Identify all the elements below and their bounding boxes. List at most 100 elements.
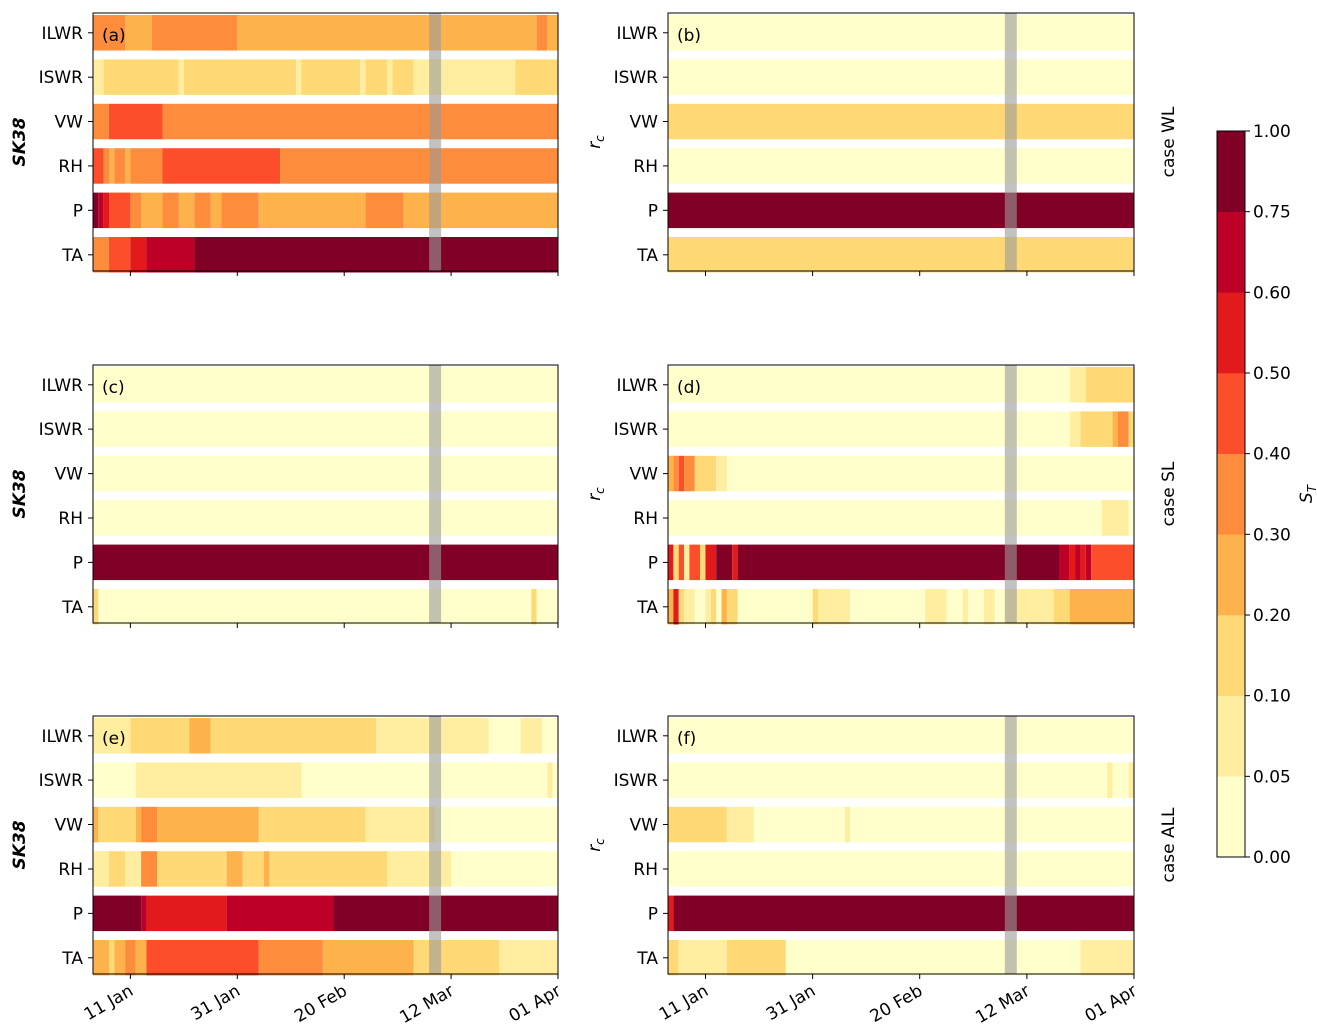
case-label: case ALL: [1159, 807, 1179, 883]
colorbar: 0.00 0.05 0.10 0.20 0.30 0.40 0.50 0.60 0.75 1.00…: [1216, 122, 1317, 868]
heatmap-cell: [360, 59, 366, 95]
heatmap-cell: [301, 59, 361, 95]
axes-frame: [92, 715, 559, 975]
row-label: ISWR: [614, 420, 659, 440]
heatmap-cell: [1091, 544, 1134, 581]
panel-d: ILWR ISWR VW RH P TA (d) rc case SL: [585, 364, 1179, 628]
heatmap-cell: [1128, 411, 1134, 447]
heatmap-cell: [109, 148, 115, 184]
colorbar-tick-label: 0.00: [1253, 848, 1291, 868]
heatmap-cell: [536, 589, 558, 625]
heatmap-cell: [1080, 940, 1134, 976]
heatmap-cell: [689, 544, 701, 581]
heatmap-cell: [141, 851, 158, 887]
heatmap-cell: [668, 851, 1134, 887]
heatmap-cell: [710, 589, 717, 625]
heatmap-cell: [547, 15, 558, 51]
colorbar-tick-label: 0.10: [1253, 687, 1291, 707]
heatmap-cell: [984, 589, 995, 625]
heatmap-cell: [103, 192, 110, 229]
panel-label: (b): [677, 26, 701, 46]
highlight-band: [429, 365, 442, 623]
x-tick-label: 12 Mar: [972, 981, 1033, 1027]
heatmap-cell: [151, 15, 238, 51]
y-axis-label: SK38: [10, 820, 30, 869]
heatmap-cell: [668, 895, 674, 932]
heatmap-cell: [726, 940, 786, 976]
axes-frame: [667, 12, 1135, 272]
heatmap-cell: [1112, 762, 1129, 798]
heatmap-cell: [93, 500, 558, 536]
colorbar-label: ST: [1297, 483, 1317, 503]
heatmap-cell: [162, 148, 281, 184]
heatmap-cell: [668, 455, 674, 492]
heatmap-cell: [130, 237, 147, 273]
heatmap-cell: [673, 455, 679, 492]
heatmap-cell: [146, 940, 259, 976]
panel-label: (a): [102, 26, 126, 46]
panel-label: (f): [677, 729, 696, 749]
heatmap-cell: [403, 192, 558, 229]
heatmap-cell: [668, 500, 1102, 536]
row-label: P: [648, 201, 658, 221]
row-label: TA: [61, 598, 83, 618]
heatmap-cell: [141, 895, 147, 932]
heatmap-cell: [668, 59, 1134, 95]
heatmap-cell: [668, 15, 1134, 51]
heatmap-cell: [386, 851, 452, 887]
heatmap-cell: [488, 718, 521, 754]
heatmap-cell: [552, 762, 558, 798]
panel-label: (e): [102, 729, 126, 749]
heatmap-cell: [668, 589, 674, 625]
colorbar-segment: [1217, 695, 1245, 777]
heatmap-cell: [258, 940, 323, 976]
heatmap-cell: [684, 589, 695, 625]
heatmap-cell: [93, 192, 99, 229]
x-tick-label: 01 Apr: [506, 981, 565, 1027]
heatmap-cell: [93, 103, 110, 140]
heatmap-cell: [242, 851, 265, 887]
heatmap-cell: [114, 148, 126, 184]
heatmap-cell: [678, 455, 685, 492]
colorbar-tick-label: 0.60: [1253, 283, 1291, 303]
y-axis-label: SK38: [10, 469, 30, 518]
row-label: VW: [55, 113, 84, 133]
row-label: ISWR: [614, 771, 659, 791]
heatmap-cell: [365, 192, 403, 229]
row-label: RH: [58, 509, 83, 529]
heatmap-cell: [1101, 500, 1129, 536]
row-label: VW: [630, 465, 659, 485]
heatmap-cell: [194, 192, 211, 229]
heatmap-cell: [109, 192, 131, 229]
heatmap-cell: [210, 192, 222, 229]
heatmap-cell: [946, 589, 963, 625]
heatmap-cell: [1117, 411, 1129, 447]
heatmap-cell: [668, 103, 1134, 140]
heatmap-cell: [721, 589, 727, 625]
heatmap-cell: [130, 192, 142, 229]
heatmap-cell: [684, 455, 695, 492]
heatmap-cell: [726, 455, 1134, 492]
heatmap-cell: [1053, 589, 1070, 625]
row-label: TA: [636, 949, 658, 969]
colorbar-segment: [1217, 776, 1245, 858]
heatmap-cell: [162, 103, 559, 140]
heatmap-cell: [694, 589, 706, 625]
heatmap-cell: [1069, 544, 1076, 581]
heatmap-cell: [705, 589, 711, 625]
case-label: case WL: [1159, 106, 1179, 177]
y-axis-label: rc: [585, 838, 607, 852]
heatmap-cell: [716, 544, 733, 581]
heatmap-cell: [93, 851, 110, 887]
x-tick-label: 11 Jan: [656, 981, 712, 1025]
heatmap-cell: [135, 806, 142, 843]
heatmap-cell: [547, 762, 553, 798]
row-label: P: [73, 201, 83, 221]
heatmap-cell: [130, 148, 163, 184]
row-label: VW: [55, 465, 84, 485]
heatmap-cell: [1069, 589, 1134, 625]
heatmap-cell: [162, 192, 179, 229]
heatmap-cell: [716, 455, 727, 492]
heatmap-cell: [668, 718, 1134, 754]
